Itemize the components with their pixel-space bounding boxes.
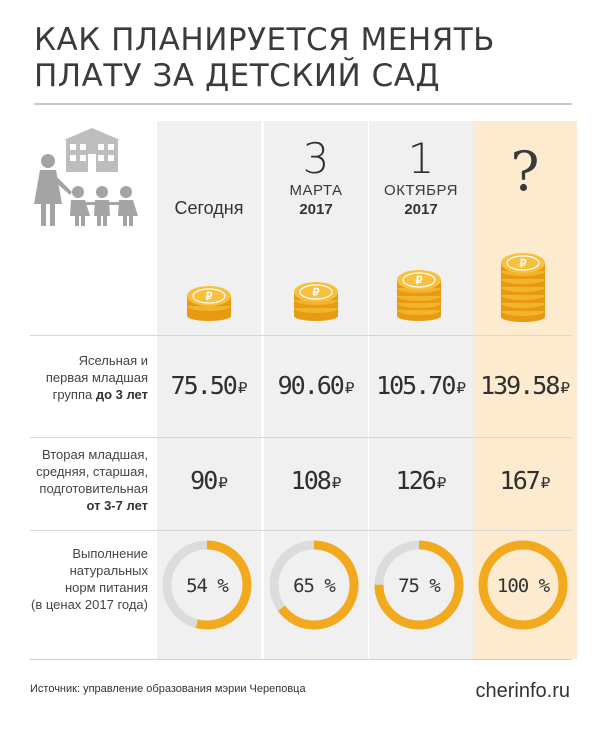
- svg-text:₽: ₽: [416, 275, 423, 287]
- row-divider: [30, 437, 572, 438]
- march-year: 2017: [299, 201, 333, 218]
- nutrition-ring-october: 75 %: [374, 540, 464, 630]
- ruble-sign: ₽: [218, 475, 228, 492]
- ruble-sign: ₽: [237, 380, 248, 397]
- page-title: КАК ПЛАНИРУЕТСЯ МЕНЯТЬ ПЛАТУ ЗА ДЕТСКИЙ …: [34, 22, 495, 94]
- svg-text:₽: ₽: [206, 291, 213, 303]
- nutrition-ring-future: 100 %: [478, 540, 568, 630]
- price-nursery-today: 75.50 ₽: [170, 371, 248, 400]
- title-line-2: ПЛАТУ ЗА ДЕТСКИЙ САД: [34, 58, 441, 94]
- row-label-older: Вторая младшая, средняя, старшая, подгот…: [30, 446, 148, 514]
- row-divider: [30, 530, 572, 531]
- coin-stack-icon: ₽: [294, 282, 338, 321]
- coin-stack-icon: ₽: [501, 253, 545, 322]
- row-label-line: группа до 3 лет: [30, 386, 148, 403]
- column-header-future: ?: [473, 142, 577, 202]
- brand-logo-text: cherinfo.ru: [475, 680, 571, 702]
- row-label-line: (в ценах 2017 года): [31, 597, 148, 612]
- footer-divider: [30, 659, 572, 660]
- question-mark: ?: [510, 140, 540, 203]
- price-older-today: 90 ₽: [190, 466, 228, 495]
- row-label-line: Ясельная и: [78, 353, 148, 368]
- october-year: 2017: [404, 201, 438, 218]
- row-label-line: подготовительная: [39, 481, 148, 496]
- svg-text:₽: ₽: [313, 287, 320, 299]
- nutrition-percent-label: 65 %: [293, 575, 336, 597]
- ruble-sign: ₽: [331, 475, 342, 492]
- price-older-october: 126 ₽: [395, 466, 447, 495]
- march-day-number: 3: [302, 134, 330, 183]
- nutrition-percent-label: 75 %: [398, 575, 441, 597]
- row-label-age: от 3-7 лет: [86, 498, 148, 513]
- kindergarten-family-icon: [34, 128, 138, 226]
- column-header-october: 1 ОКТЯБРЯ 2017: [369, 136, 473, 219]
- ruble-sign: ₽: [436, 475, 447, 492]
- price-older-future: 167 ₽: [499, 466, 551, 495]
- row-label-text: группа: [52, 387, 96, 402]
- row-label-line: средняя, старшая,: [36, 464, 148, 479]
- coin-stack-icon: ₽: [397, 270, 441, 321]
- row-label-line: первая младшая: [45, 370, 148, 385]
- svg-text:₽: ₽: [520, 258, 527, 270]
- row-label-nutrition: Выполнение натуральных норм питания (в ц…: [30, 545, 148, 613]
- ruble-sign: ₽: [560, 380, 570, 397]
- coin-stack-icon: ₽: [187, 286, 231, 321]
- october-month: ОКТЯБРЯ: [384, 182, 458, 199]
- price-nursery-march: 90.60 ₽: [277, 371, 355, 400]
- march-month: МАРТА: [289, 182, 343, 199]
- price-nursery-october: 105.70 ₽: [376, 371, 466, 400]
- row-label-line: норм питания: [64, 580, 148, 595]
- row-label-age: до 3 лет: [95, 387, 148, 402]
- title-divider: [34, 103, 572, 105]
- row-label-line: Вторая младшая,: [41, 447, 148, 462]
- ruble-sign: ₽: [540, 475, 551, 492]
- row-divider: [30, 335, 572, 336]
- row-label-line: от 3-7 лет: [30, 497, 148, 514]
- price-older-march: 108 ₽: [290, 466, 342, 495]
- row-label-line: натуральных: [69, 563, 148, 578]
- source-note: Источник: управление образования мэрии Ч…: [30, 683, 306, 695]
- column-header-today: Сегодня: [174, 198, 244, 218]
- column-header-march: 3 МАРТА 2017: [264, 136, 368, 219]
- ruble-sign: ₽: [456, 380, 466, 397]
- row-label-line: Выполнение: [72, 546, 148, 561]
- nutrition-percent-label: 100 %: [497, 575, 551, 597]
- nutrition-ring-today: 54 %: [162, 540, 252, 630]
- nutrition-ring-march: 65 %: [269, 540, 359, 630]
- nutrition-percent-label: 54 %: [186, 575, 229, 597]
- ruble-sign: ₽: [344, 380, 355, 397]
- october-day-number: 1: [407, 134, 435, 183]
- title-line-1: КАК ПЛАНИРУЕТСЯ МЕНЯТЬ: [34, 22, 495, 58]
- row-label-nursery: Ясельная и первая младшая группа до 3 ле…: [30, 352, 148, 403]
- price-nursery-future: 139.58 ₽: [480, 371, 570, 400]
